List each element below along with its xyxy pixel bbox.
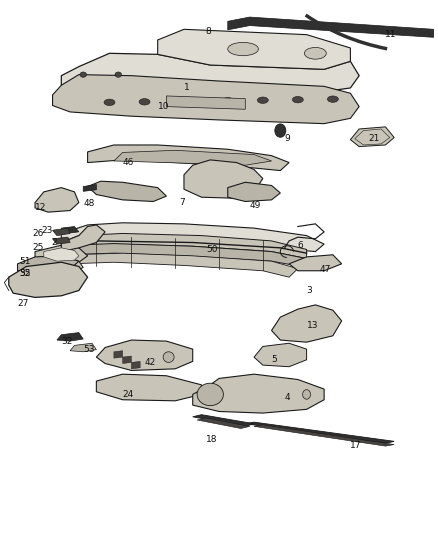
Polygon shape [184,160,263,198]
Polygon shape [254,425,394,446]
Polygon shape [35,188,79,212]
Text: 6: 6 [298,241,304,249]
Polygon shape [83,184,96,191]
Text: 53: 53 [83,345,95,353]
Text: 47: 47 [320,265,331,273]
Polygon shape [88,145,289,171]
Polygon shape [197,418,250,429]
Ellipse shape [139,99,150,105]
Text: 50: 50 [206,245,217,254]
Text: 11: 11 [385,30,397,39]
Text: 1: 1 [184,84,190,92]
Text: 3: 3 [307,286,312,295]
Polygon shape [228,182,280,201]
Text: 9: 9 [285,134,290,143]
Text: 49: 49 [250,201,261,209]
Polygon shape [61,253,298,277]
Polygon shape [53,75,359,124]
Polygon shape [96,340,193,370]
Ellipse shape [304,47,326,59]
Text: 7: 7 [180,198,185,207]
Ellipse shape [257,97,268,103]
Polygon shape [254,343,307,367]
Polygon shape [9,262,88,297]
Polygon shape [96,374,201,401]
Ellipse shape [163,352,174,362]
Polygon shape [61,225,105,252]
Text: 46: 46 [123,158,134,167]
Text: 51: 51 [19,257,31,265]
Text: 42: 42 [145,358,156,367]
Text: 18: 18 [206,435,217,444]
Text: 35: 35 [19,270,31,278]
Text: 10: 10 [158,102,169,111]
Ellipse shape [228,43,258,56]
Text: 21: 21 [368,134,379,143]
Polygon shape [44,248,79,261]
Polygon shape [61,227,79,233]
Text: 17: 17 [350,441,362,449]
Polygon shape [35,245,88,264]
Polygon shape [70,343,96,352]
Text: 24: 24 [123,390,134,399]
Ellipse shape [327,96,338,102]
Polygon shape [131,361,140,369]
Polygon shape [88,181,166,201]
Text: 25: 25 [32,243,44,252]
Text: 5: 5 [272,356,277,364]
Polygon shape [18,256,79,272]
Polygon shape [166,96,245,109]
Ellipse shape [223,98,233,104]
Text: 48: 48 [83,199,95,208]
Polygon shape [193,374,324,413]
Polygon shape [272,305,342,342]
Polygon shape [245,422,394,443]
Ellipse shape [178,98,189,104]
Ellipse shape [303,390,311,399]
Polygon shape [35,258,83,274]
Text: 2: 2 [51,238,57,247]
Ellipse shape [80,72,86,77]
Polygon shape [53,237,70,244]
Text: 32: 32 [61,337,73,345]
Text: 27: 27 [18,300,29,308]
Polygon shape [114,150,272,165]
Text: 23: 23 [41,226,53,235]
Polygon shape [123,356,131,364]
Text: 26: 26 [32,229,44,238]
Polygon shape [57,333,83,341]
Polygon shape [61,244,307,268]
Ellipse shape [275,124,286,137]
Polygon shape [114,351,123,358]
Polygon shape [193,415,254,426]
Polygon shape [61,53,359,92]
Polygon shape [158,29,350,69]
Polygon shape [61,233,307,259]
Text: 52: 52 [19,269,31,278]
Polygon shape [53,228,70,236]
Ellipse shape [104,99,115,106]
Ellipse shape [197,383,223,406]
Polygon shape [350,127,394,147]
Ellipse shape [293,96,304,103]
Text: 8: 8 [206,28,212,36]
Text: 12: 12 [35,204,46,212]
Text: 13: 13 [307,321,318,329]
Polygon shape [228,17,434,37]
Text: 4: 4 [285,393,290,401]
Polygon shape [61,223,324,252]
Polygon shape [289,255,342,271]
Ellipse shape [115,72,121,77]
